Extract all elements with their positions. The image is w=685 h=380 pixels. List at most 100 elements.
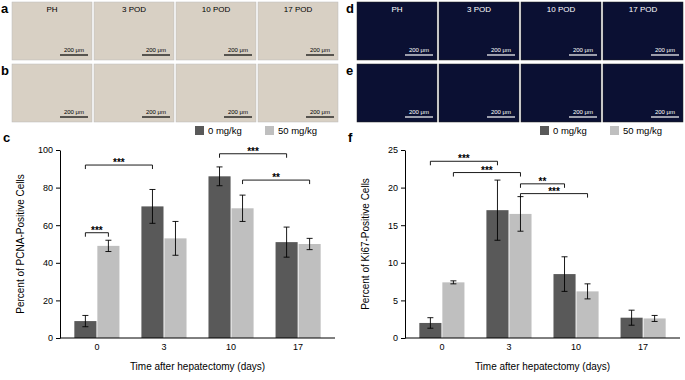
x-tick: 0 <box>439 342 444 352</box>
scale-bar <box>651 54 679 55</box>
error-bar <box>217 167 223 186</box>
tick-label: 3 <box>161 342 166 352</box>
panel-label: b <box>1 63 9 78</box>
scale-bar <box>60 54 88 55</box>
scale-bar <box>405 116 433 117</box>
tick-mark <box>401 188 405 189</box>
y-tick: 60 <box>43 221 60 231</box>
bar <box>442 282 464 338</box>
significance-label: *** <box>247 146 259 157</box>
scale-bar-label: 200 μm <box>64 109 84 115</box>
scale-bar-label: 200 μm <box>310 47 330 53</box>
bar <box>97 246 119 338</box>
legend-label: 50 mg/kg <box>278 125 317 136</box>
y-tick: 20 <box>43 296 60 306</box>
column-label: 17 POD <box>629 5 658 14</box>
tick-label: 100 <box>38 145 53 155</box>
legend-swatch <box>540 126 549 135</box>
error-bar <box>427 318 433 329</box>
axis-line <box>405 151 406 339</box>
image-row: e200 μm200 μm200 μm200 μm <box>346 63 683 122</box>
scale-bar-label: 200 μm <box>573 109 593 115</box>
micrograph <box>94 64 174 122</box>
x-axis: 0 3 10 17 <box>405 338 680 352</box>
tick-label: 0 <box>439 342 444 352</box>
scale-bar-label: 200 μm <box>64 47 84 53</box>
y-tick: 100 <box>38 145 60 155</box>
error-bar <box>652 315 658 321</box>
scale-bar <box>60 116 88 117</box>
micrograph <box>12 2 92 60</box>
scale-bar-label: 200 μm <box>228 47 248 53</box>
y-tick: 0 <box>48 333 60 343</box>
scale-bar <box>142 116 170 117</box>
y-tick: 0 <box>393 333 405 343</box>
tick-label: 20 <box>43 296 53 306</box>
scale-bar-label: 200 μm <box>310 109 330 115</box>
y-tick: 80 <box>43 183 60 193</box>
column-label: 10 POD <box>547 5 576 14</box>
scale-bar <box>224 54 252 55</box>
x-tick: 3 <box>506 342 511 352</box>
legend-label: 0 mg/kg <box>553 125 587 136</box>
scale-bar <box>306 54 334 55</box>
error-bar <box>284 227 290 257</box>
axis-line <box>405 338 680 339</box>
micrograph <box>357 2 437 60</box>
scale-bar <box>306 116 334 117</box>
legend: 0 mg/kg 50 mg/kg <box>195 125 317 136</box>
bar <box>509 214 531 338</box>
legend-swatch <box>195 126 204 135</box>
scale-bar <box>224 116 252 117</box>
y-axis-title: Percent of Ki67-Positive Cells <box>360 178 371 310</box>
tick-label: 20 <box>388 183 398 193</box>
tick-mark <box>401 338 405 339</box>
tick-label: 10 <box>388 258 398 268</box>
tick-label: 0 <box>48 333 53 343</box>
column-label: 10 POD <box>202 5 231 14</box>
tick-mark <box>56 225 60 226</box>
column-label: PH <box>391 5 402 14</box>
x-tick: 10 <box>571 342 581 352</box>
micrograph <box>176 64 256 122</box>
tick-mark <box>56 263 60 264</box>
legend-label: 0 mg/kg <box>208 125 242 136</box>
error-bar <box>585 284 591 299</box>
y-tick: 5 <box>393 296 405 306</box>
axis-line <box>60 338 335 339</box>
tick-label: 60 <box>43 221 53 231</box>
scale-bar-label: 200 μm <box>655 109 675 115</box>
tick-label: 17 <box>293 342 303 352</box>
significance-label: *** <box>548 186 560 197</box>
scale-bar-label: 200 μm <box>146 109 166 115</box>
error-bar <box>172 221 178 255</box>
chart: 020406080100031017Time after hepatectomy… <box>3 125 335 372</box>
significance-label: *** <box>458 153 470 164</box>
micrograph <box>258 64 338 122</box>
scale-bar-label: 200 μm <box>228 109 248 115</box>
y-axis-title: Percent of PCNA-Positive Cells <box>15 174 26 314</box>
significance-label: ** <box>539 176 547 187</box>
bar <box>231 208 253 338</box>
significance-label: ** <box>272 172 280 183</box>
legend-label: 50 mg/kg <box>623 125 662 136</box>
figure: aPH200 μm3 POD200 μm10 POD200 μm17 POD20… <box>0 0 685 380</box>
scale-bar <box>487 116 515 117</box>
scale-bar <box>569 116 597 117</box>
error-bar <box>307 238 313 249</box>
tick-label: 80 <box>43 183 53 193</box>
micrograph <box>521 2 601 60</box>
axis-line <box>60 151 61 339</box>
micrograph <box>176 2 256 60</box>
x-axis-title: Time after hepatectomy (days) <box>130 361 265 372</box>
tick-label: 0 <box>393 333 398 343</box>
tick-label: 15 <box>388 221 398 231</box>
legend-swatch <box>610 126 619 135</box>
error-bar <box>494 180 500 240</box>
x-axis: 031017 <box>60 338 335 352</box>
y-tick: 20 <box>388 183 405 193</box>
x-tick: 17 <box>638 342 648 352</box>
significance-label: *** <box>481 165 493 176</box>
x-tick: 17 <box>293 342 303 352</box>
scale-bar <box>651 116 679 117</box>
